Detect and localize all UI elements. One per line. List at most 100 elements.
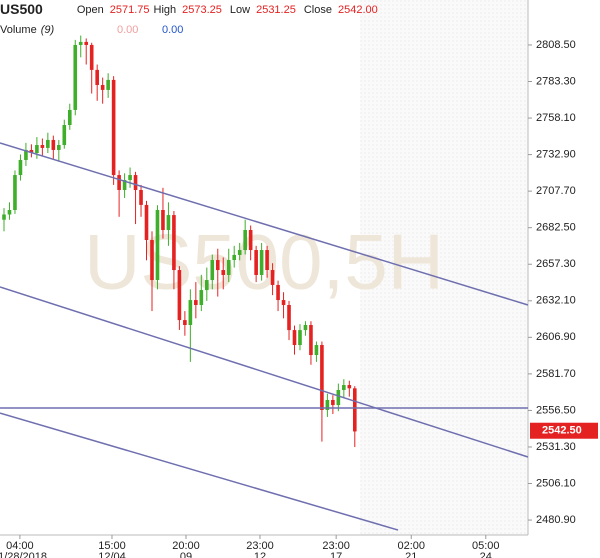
x-tick-label: 05:00: [472, 540, 500, 552]
x-tick-label: 20:00: [172, 540, 200, 552]
candle-body: [210, 260, 215, 281]
trend-line: [0, 286, 529, 458]
candle-body: [325, 399, 330, 410]
x-tick-date: 17: [330, 551, 342, 558]
candle-body: [177, 270, 182, 321]
last-price-box: [530, 422, 598, 439]
x-tick-date: 12/04: [98, 551, 126, 558]
candle-body: [342, 385, 346, 390]
candle-body: [128, 175, 132, 180]
candle-body: [35, 145, 39, 154]
last-price-label: 2542.50: [542, 425, 582, 437]
candle-body: [188, 300, 193, 326]
candle-body: [95, 69, 99, 85]
candle-body: [303, 325, 308, 331]
high-label: High: [154, 4, 177, 16]
y-tick-label: 2682.50: [536, 222, 576, 234]
x-tick-label: 23:00: [246, 540, 274, 552]
candle-body: [287, 304, 291, 331]
candle-body: [51, 139, 56, 150]
y-tick-label: 2581.70: [536, 368, 576, 380]
candle-body: [347, 385, 352, 389]
candle-body: [57, 145, 61, 150]
candle-body: [281, 300, 286, 305]
trend-line: [0, 142, 529, 306]
low-label: Low: [230, 4, 250, 16]
close-value: 2542.00: [338, 4, 378, 16]
candle-body: [183, 320, 187, 326]
candle-body: [62, 125, 67, 146]
x-tick-label: 04:00: [6, 540, 34, 552]
future-area: [360, 0, 528, 535]
candle-body: [150, 240, 154, 281]
candle-body: [29, 149, 34, 154]
candle-body: [243, 230, 247, 251]
candle-body: [155, 209, 160, 281]
candle-body: [84, 41, 89, 45]
candle-body: [320, 345, 324, 410]
symbol: US500: [0, 1, 43, 17]
x-tick-date: 09: [180, 551, 192, 558]
candle-body: [331, 399, 335, 406]
open-value: 2571.75: [110, 4, 150, 16]
high-value: 2573.25: [182, 4, 222, 16]
candle-body: [166, 215, 171, 231]
candle-body: [100, 84, 105, 90]
candle-body: [122, 179, 127, 190]
y-tick-label: 2657.30: [536, 258, 576, 270]
candle-body: [276, 284, 280, 301]
x-tick-label: 15:00: [98, 540, 126, 552]
candle-body: [204, 280, 209, 291]
candle-body: [46, 139, 50, 148]
candle-body: [18, 159, 23, 176]
candle-body: [67, 109, 72, 126]
candle-body: [336, 389, 341, 406]
y-tick-label: 2808.50: [536, 39, 576, 51]
candle-body: [352, 388, 357, 432]
x-tick-label: 23:00: [322, 540, 350, 552]
candle-body: [89, 44, 94, 70]
y-tick-label: 2606.90: [536, 331, 576, 343]
close-label: Close: [304, 4, 332, 16]
candle-body: [292, 330, 297, 346]
candle-body: [7, 209, 12, 215]
volume-header: Volume (9): [0, 24, 54, 36]
candle-body: [172, 215, 176, 271]
y-tick-label: 2707.70: [536, 185, 576, 197]
low-value: 2531.25: [256, 4, 296, 16]
candle-body: [194, 300, 198, 305]
candle-body: [270, 270, 275, 285]
candle-body: [24, 149, 28, 160]
candle-body: [40, 145, 45, 148]
volume-period: (9): [41, 24, 55, 36]
candle-body: [298, 330, 302, 346]
y-tick-label: 2783.30: [536, 75, 576, 87]
candle-body: [259, 250, 264, 275]
y-tick-label: 2506.10: [536, 477, 576, 489]
header: US500 Open 2571.75 High 2573.25 Low 2531.25 Clo…: [0, 1, 378, 17]
x-tick-label: 02:00: [397, 540, 425, 552]
candle-body: [248, 230, 253, 251]
candle-body: [2, 214, 6, 220]
candle-body: [215, 260, 220, 271]
candle-body: [78, 41, 83, 45]
candle-body: [139, 189, 143, 205]
y-tick-label: 2480.90: [536, 514, 576, 526]
candle-body: [117, 175, 121, 190]
watermark: US500,5H: [84, 218, 444, 306]
y-tick-label: 2758.10: [536, 112, 576, 124]
candle-body: [133, 175, 138, 190]
y-tick-label: 2556.50: [536, 404, 576, 416]
candle-body: [199, 290, 204, 305]
volume-a: 0.00: [117, 24, 138, 36]
candle-body: [13, 175, 17, 210]
x-tick-date: 21: [405, 551, 417, 558]
candle-body: [111, 79, 116, 176]
x-tick-date: 11/28/2018: [0, 551, 47, 558]
open-label: Open: [77, 4, 104, 16]
candle-body: [254, 250, 258, 275]
candle-body: [106, 79, 110, 90]
x-tick-date: 24: [480, 551, 492, 558]
volume-b: 0.00: [162, 24, 183, 36]
